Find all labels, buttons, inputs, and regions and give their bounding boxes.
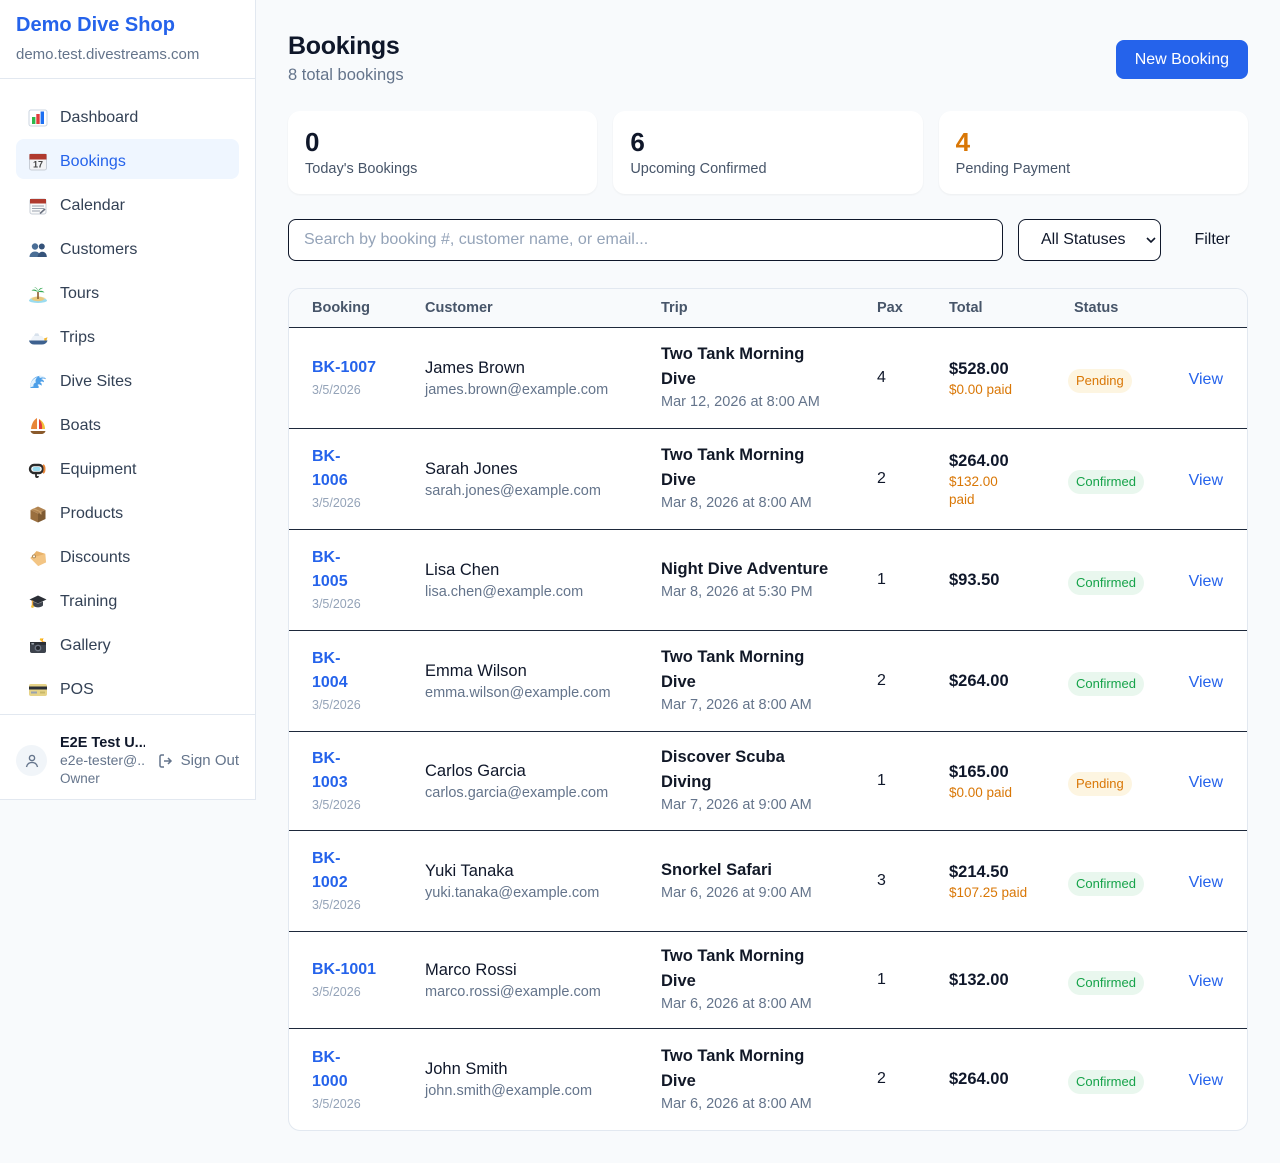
svg-text:17: 17 [33,159,43,169]
